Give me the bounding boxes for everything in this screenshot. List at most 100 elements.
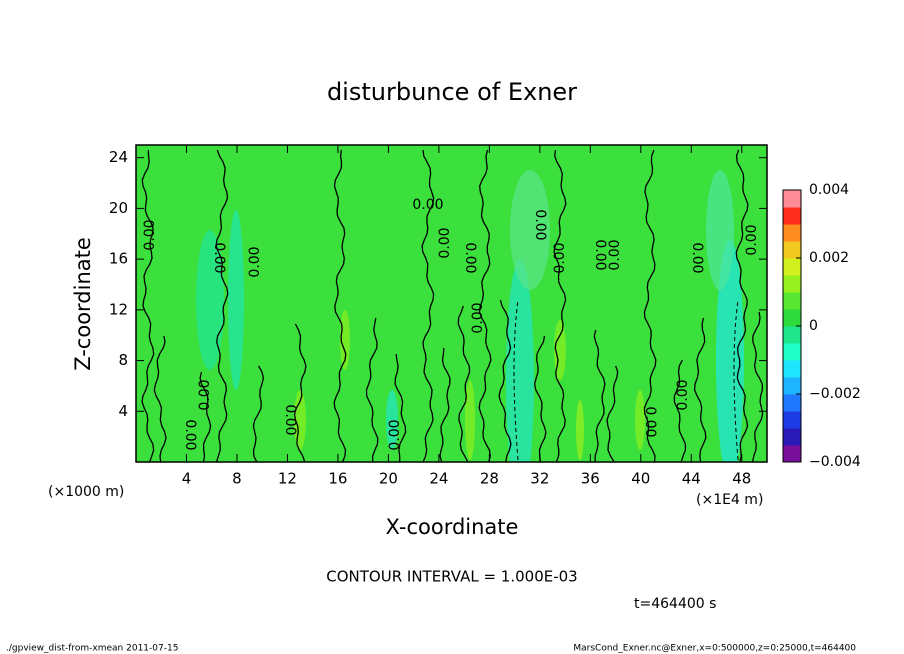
contour-label: 0.00 [142, 219, 158, 250]
colorbar-swatch [783, 428, 801, 446]
contour-line [141, 149, 155, 462]
time-label: t=464400 s [634, 596, 716, 612]
field-patch [340, 310, 350, 370]
x-tick-label: 20 [379, 470, 398, 488]
contour-label: 0.00 [282, 404, 298, 435]
colorbar-tick-label: 0 [809, 318, 818, 334]
x-tick-label: 40 [631, 470, 650, 488]
contour-label: 0.00 [470, 302, 486, 333]
plot-frame [135, 144, 768, 463]
contour-line [153, 335, 167, 462]
y-tick-label: 20 [109, 199, 128, 217]
contour-label: 0.00 [412, 197, 443, 213]
contour-label: 0.00 [744, 224, 760, 255]
colorbar-swatch [783, 411, 801, 429]
field-patch [706, 170, 734, 290]
contour-label: 0.00 [462, 242, 478, 273]
contour-line [593, 329, 606, 462]
contour-line [606, 365, 619, 462]
colorbar-swatch [783, 394, 801, 412]
contour-label: 0.00 [532, 209, 548, 240]
colorbar-swatch [783, 258, 801, 276]
colorbar-swatch [783, 292, 801, 310]
y-tick-label: 16 [109, 250, 128, 268]
y-tick-label: 4 [118, 402, 128, 420]
contour-line [333, 149, 347, 462]
contour-line [394, 353, 407, 462]
colorbar-swatch [783, 207, 801, 225]
contour-label: 0.00 [182, 419, 198, 450]
colorbar-tick-label: 0.004 [809, 182, 849, 198]
contour-line [439, 347, 451, 462]
field-patch [716, 240, 744, 462]
footer-left: ./gpview_dist-from-xmean 2011-07-15 [6, 644, 178, 654]
contour-line [215, 149, 229, 462]
contour-label: 0.00 [437, 227, 453, 258]
colorbar-swatch [783, 445, 801, 463]
contour-interval: CONTOUR INTERVAL = 1.000E-03 [326, 568, 577, 586]
y-tick-label: 12 [109, 300, 128, 318]
contour-label: 0.00 [387, 419, 403, 450]
contour-line [421, 149, 435, 462]
x-tick-label: 44 [682, 470, 701, 488]
contour-line-negative [513, 299, 519, 461]
y-tick-label: 8 [118, 351, 128, 369]
contour-line [533, 335, 547, 462]
contour-line [693, 317, 707, 462]
contour-label: 0.00 [689, 242, 705, 273]
contour-line [293, 323, 307, 462]
contour-line-negative [733, 299, 739, 461]
field-patch [386, 390, 398, 450]
contour-line [365, 317, 379, 462]
contour-label: 0.00 [197, 379, 213, 410]
colorbar-swatch [783, 360, 801, 378]
x-tick-label: 24 [429, 470, 448, 488]
contour-line [199, 371, 212, 462]
x-tick-label: 36 [581, 470, 600, 488]
footer-right: MarsCond_Exner.nc@Exner,x=0:500000,z=0:2… [573, 644, 856, 654]
field-patch [576, 400, 584, 460]
contour-line [735, 149, 749, 462]
field: 0.000.00 0.000.000.00 0.000.000.000.00 0.00… [136, 145, 767, 462]
x-tick-label: 48 [732, 470, 751, 488]
colorbar-tick-label: 0.002 [809, 250, 849, 266]
contour-line [673, 359, 687, 462]
contour-line [751, 311, 764, 462]
y-unit: (×1000 m) [48, 484, 124, 500]
colorbar-swatch [783, 241, 801, 259]
contour-line [252, 365, 265, 462]
field-patch [506, 260, 534, 462]
colorbar-tick-label: −0.004 [809, 454, 861, 470]
x-tick-label: 16 [328, 470, 347, 488]
colorbar-swatch [783, 190, 801, 208]
x-tick-label: 32 [530, 470, 549, 488]
contour-line [643, 149, 657, 462]
colorbar-swatch [783, 309, 801, 327]
contour-line [457, 305, 471, 462]
contour-label: 0.00 [211, 242, 227, 273]
field-patch [228, 210, 244, 390]
x-tick-label: 8 [232, 470, 242, 488]
colorbar-swatch [783, 224, 801, 242]
colorbar-swatch [783, 275, 801, 293]
y-tick-label: 24 [109, 148, 128, 166]
contour-label: 0.00 [552, 242, 568, 273]
x-tick-label: 28 [480, 470, 499, 488]
contour-line [478, 149, 492, 462]
contour-label: 0.00 [247, 246, 263, 277]
contour-label: 0.00 [607, 239, 623, 270]
colorbar-swatch [783, 326, 801, 344]
contour-label: 0.00 [592, 239, 608, 270]
colorbar-tick-label: −0.002 [809, 386, 861, 402]
field-patch [465, 380, 475, 460]
field-patch [635, 390, 645, 450]
colorbar-swatch [783, 343, 801, 361]
contour-line [553, 149, 567, 462]
chart-title: disturbunce of Exner [327, 78, 577, 106]
field-patch [294, 390, 306, 450]
colorbar-swatch [783, 377, 801, 395]
field-patch [196, 230, 224, 370]
field-patch [510, 170, 550, 290]
x-unit: (×1E4 m) [696, 492, 763, 508]
